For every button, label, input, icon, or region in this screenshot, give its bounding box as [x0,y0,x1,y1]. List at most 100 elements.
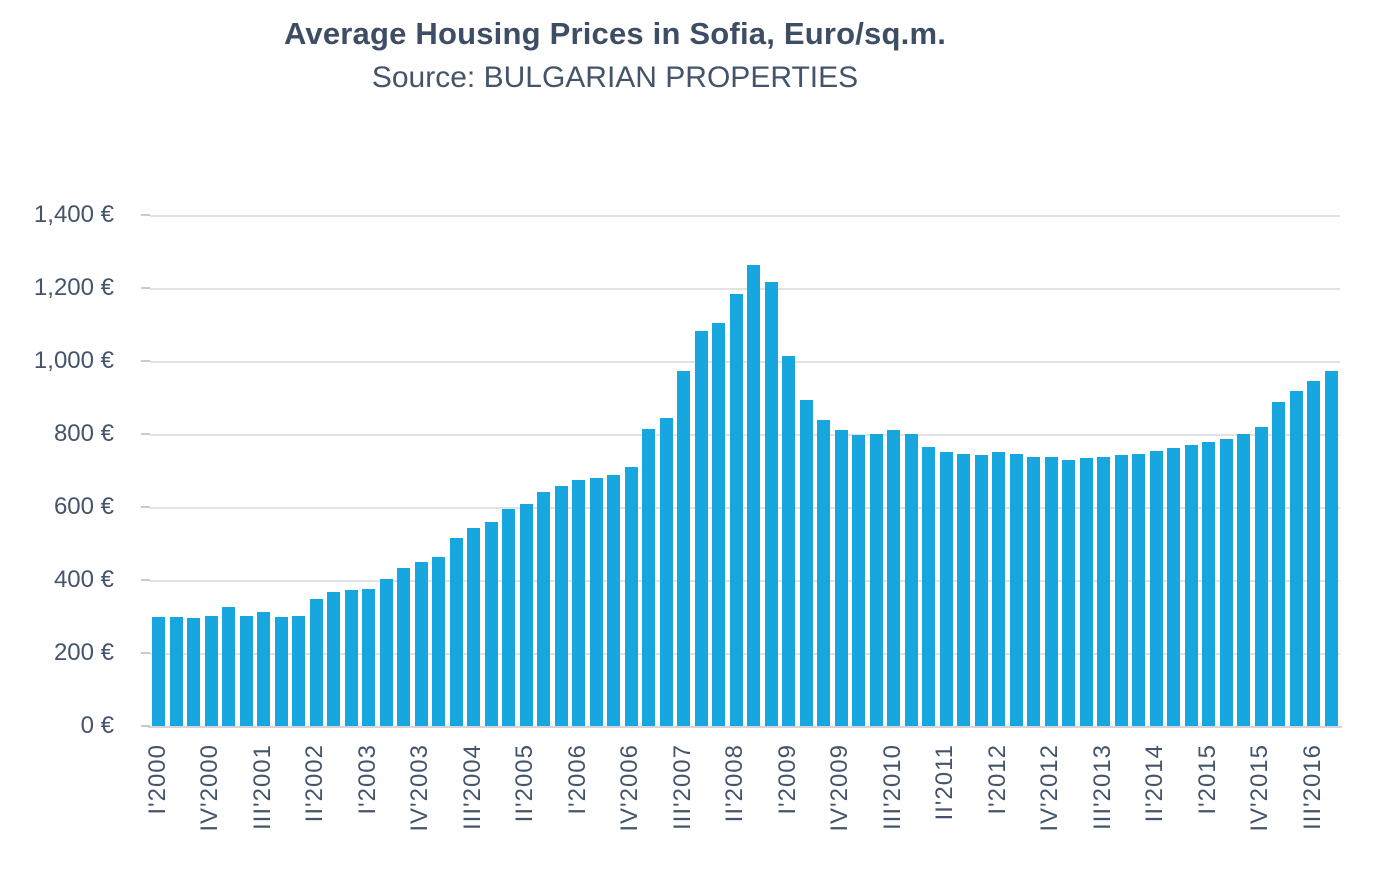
bar [257,612,271,726]
chart-subtitle: Source: BULGARIAN PROPERTIES [371,61,859,94]
y-tick-label: 400 € [53,566,114,593]
x-tick-label: III'2007 [668,744,696,830]
bar [694,331,708,726]
bar [817,420,831,726]
x-tick-label: II'2002 [301,744,329,823]
bar [1114,455,1128,726]
bar [1307,381,1321,726]
bar [169,617,183,726]
bar [799,400,813,726]
bar [152,617,166,726]
bar [537,492,551,726]
y-tick-mark [141,433,150,435]
bar [1289,391,1303,726]
x-tick-label: III'2016 [1298,744,1326,830]
bar [922,447,936,726]
x-tick-label: II'2008 [721,744,749,823]
bar [519,504,533,726]
y-tick-label: 1,400 € [33,201,114,228]
bar [747,265,761,726]
bar [222,607,236,726]
gridline [150,215,1340,217]
x-tick-label: IV'2006 [616,744,644,832]
bar [992,452,1006,726]
x-tick-label: I'2009 [773,744,801,815]
bar [344,590,358,726]
plot-area [148,215,1342,728]
bar [292,616,306,726]
bar [187,618,201,726]
chart-header: Average Housing Prices in Sofia, Euro/sq… [0,16,1230,95]
x-tick-label: I'2000 [143,744,171,815]
bar [869,434,883,726]
bar [852,435,866,726]
gridline [150,361,1340,363]
bar [1324,371,1338,726]
bar [274,617,288,726]
bar [957,454,971,726]
bar [449,538,463,726]
x-tick-label: III'2001 [248,744,276,830]
x-tick-label: IV'2009 [826,744,854,832]
y-tick-mark [141,652,150,654]
bar [904,434,918,726]
y-tick-label: 0 € [80,712,114,739]
x-tick-label: IV'2015 [1246,744,1274,832]
y-tick-mark [141,579,150,581]
bar [484,522,498,726]
y-tick-mark [141,725,150,727]
x-tick-label: I'2012 [983,744,1011,815]
bar [327,592,341,726]
gridline [150,580,1340,582]
x-tick-label: I'2015 [1193,744,1221,815]
bar [1097,457,1111,726]
bar [834,430,848,726]
bar [1027,457,1041,726]
bar [729,294,743,726]
bar [607,475,621,726]
bar [1009,454,1023,726]
x-tick-label: III'2013 [1088,744,1116,830]
x-axis-line [148,726,1342,728]
x-tick-label: I'2003 [353,744,381,815]
y-tick-label: 1,000 € [33,347,114,374]
y-tick-label: 200 € [53,639,114,666]
bar [1219,439,1233,726]
bar [764,282,778,726]
bar [589,478,603,726]
bar [1254,427,1268,726]
gridline [150,653,1340,655]
bar [379,579,393,726]
bar [1044,457,1058,726]
x-tick-label: III'2004 [458,744,486,830]
bar [1062,460,1076,726]
bar [1079,458,1093,726]
bar [467,528,481,726]
bar [974,455,988,726]
x-tick-label: I'2006 [563,744,591,815]
bar [309,599,323,726]
bar [502,509,516,726]
bar [887,430,901,726]
y-tick-mark [141,506,150,508]
x-tick-label: IV'2012 [1036,744,1064,832]
y-tick-mark [141,214,150,216]
x-tick-label: II'2005 [511,744,539,823]
bar [204,616,218,726]
x-tick-label: II'2011 [931,744,959,821]
x-tick-label: IV'2000 [196,744,224,832]
bar [1132,454,1146,726]
chart-title: Average Housing Prices in Sofia, Euro/sq… [283,16,947,51]
bar [554,486,568,726]
bar [659,418,673,726]
x-tick-label: IV'2003 [406,744,434,832]
bar [782,356,796,726]
y-tick-mark [141,360,150,362]
bar [1184,445,1198,726]
bar [1237,434,1251,726]
bar [572,480,586,726]
gridline [150,288,1340,290]
x-tick-label: II'2014 [1141,744,1169,823]
gridline [150,434,1340,436]
